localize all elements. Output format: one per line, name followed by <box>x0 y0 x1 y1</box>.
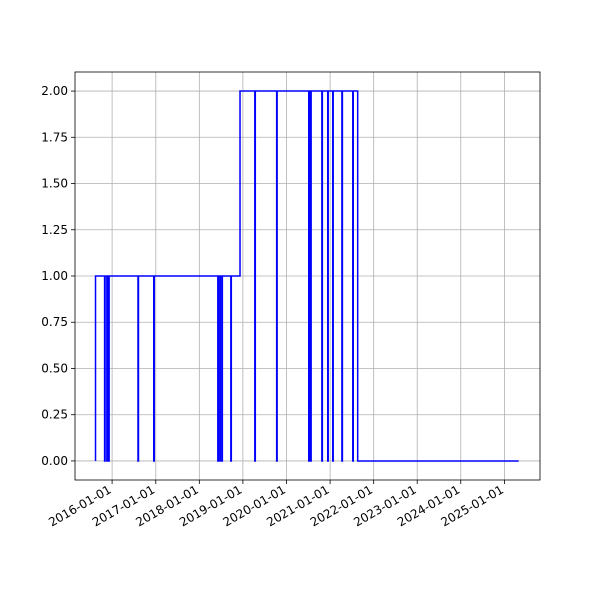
y-tick-label: 0.00 <box>41 454 68 468</box>
y-tick-label: 1.25 <box>41 223 68 237</box>
plot-frame <box>74 71 541 481</box>
y-tick-label: 0.75 <box>41 315 68 329</box>
y-tick-label: 2.00 <box>41 84 68 98</box>
data-line <box>94 90 519 462</box>
y-tick-label: 0.50 <box>41 361 68 375</box>
y-tick-label: 1.00 <box>41 269 68 283</box>
y-tick-label: 1.50 <box>41 177 68 191</box>
y-tick-label: 1.75 <box>41 130 68 144</box>
y-tick-label: 0.25 <box>41 408 68 422</box>
